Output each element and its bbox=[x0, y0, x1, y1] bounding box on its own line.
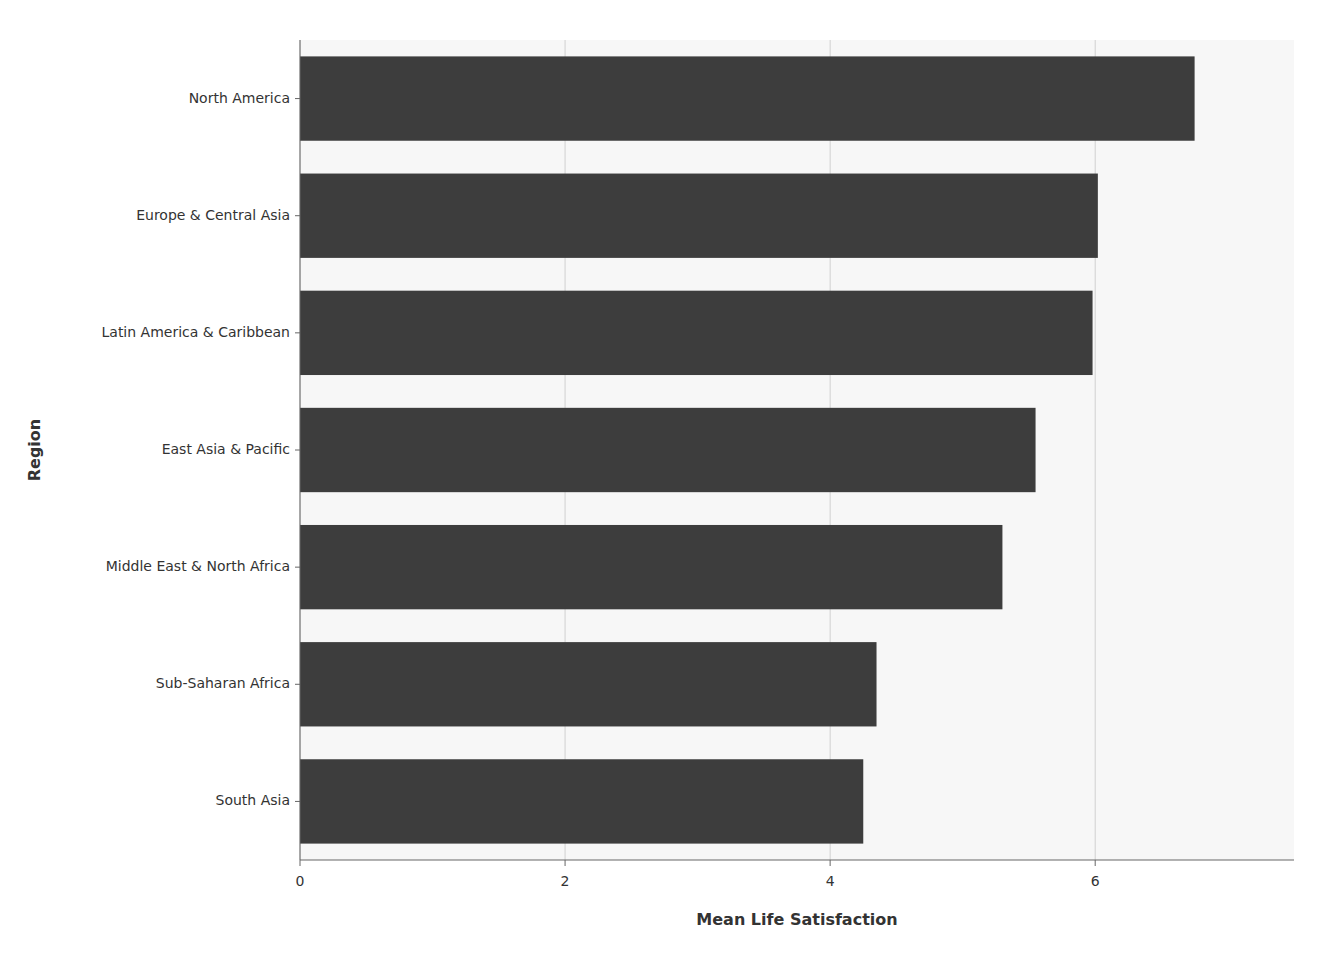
y-axis-label: Region bbox=[25, 419, 44, 482]
tick-mark bbox=[300, 860, 301, 866]
category-label: Middle East & North Africa bbox=[106, 558, 290, 574]
category-label: Sub-Saharan Africa bbox=[156, 675, 290, 691]
category-label: Latin America & Caribbean bbox=[102, 324, 291, 340]
tick-mark bbox=[295, 567, 300, 568]
tick-mark bbox=[830, 860, 831, 866]
tick-mark bbox=[295, 684, 300, 685]
tick-mark bbox=[295, 332, 300, 333]
category-label: North America bbox=[189, 90, 290, 106]
tick-mark bbox=[1095, 860, 1096, 866]
bar bbox=[300, 291, 1093, 375]
tick-mark bbox=[565, 860, 566, 866]
x-axis: 0 2 4 6 bbox=[296, 860, 1294, 889]
tick-mark bbox=[295, 450, 300, 451]
tick-mark bbox=[295, 98, 300, 99]
tick-label: 2 bbox=[561, 873, 570, 889]
y-axis: South Asia Sub-Saharan Africa Middle East … bbox=[102, 40, 301, 860]
category-label: Europe & Central Asia bbox=[136, 207, 290, 223]
grid-line bbox=[1095, 40, 1096, 860]
plot-area bbox=[300, 40, 1294, 860]
x-axis-label: Mean Life Satisfaction bbox=[696, 910, 897, 929]
tick-label: 6 bbox=[1091, 873, 1100, 889]
bar bbox=[300, 56, 1195, 140]
grid bbox=[300, 40, 1095, 860]
tick-label: 0 bbox=[296, 873, 305, 889]
tick-label: 4 bbox=[826, 873, 835, 889]
x-axis-line bbox=[300, 860, 1294, 861]
tick-mark bbox=[295, 801, 300, 802]
tick-mark bbox=[295, 215, 300, 216]
plot-background bbox=[300, 40, 1294, 860]
chart-svg: 0 2 4 6 South Asia Sub-Saharan Africa Middle E… bbox=[0, 0, 1344, 960]
bar bbox=[300, 759, 863, 843]
category-label: South Asia bbox=[216, 792, 290, 808]
chart-container: 0 2 4 6 South Asia Sub-Saharan Africa Middle E… bbox=[0, 0, 1344, 960]
bars bbox=[300, 56, 1195, 843]
bar bbox=[300, 525, 1002, 609]
bar bbox=[300, 642, 877, 726]
bar bbox=[300, 174, 1098, 258]
bar bbox=[300, 408, 1036, 492]
category-label: East Asia & Pacific bbox=[162, 441, 290, 457]
